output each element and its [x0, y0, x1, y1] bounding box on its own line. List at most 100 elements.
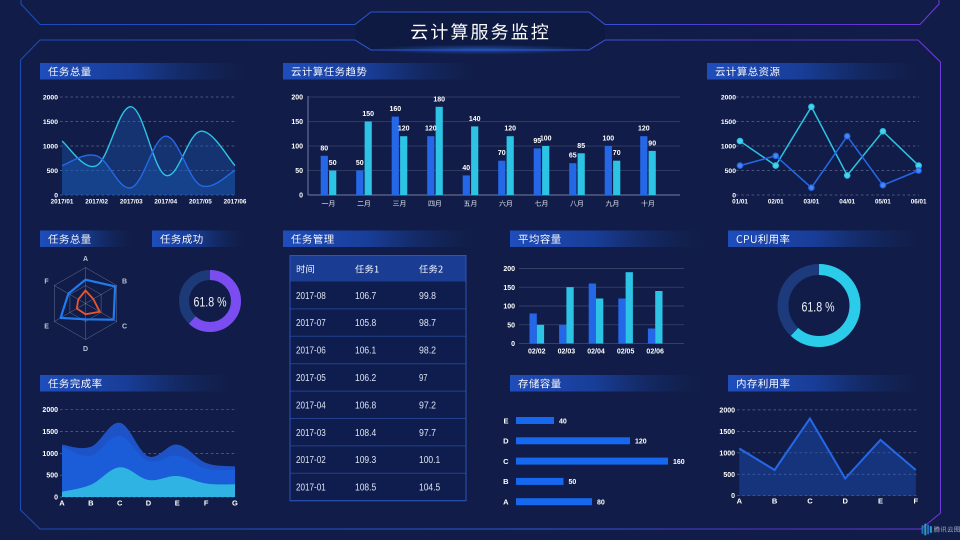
svg-text:A: A: [503, 498, 509, 507]
svg-text:1000: 1000: [43, 144, 58, 151]
svg-text:150: 150: [362, 111, 374, 118]
svg-text:97.7: 97.7: [419, 428, 436, 439]
svg-text:50: 50: [329, 160, 337, 167]
svg-text:E: E: [44, 324, 49, 331]
svg-text:70: 70: [613, 150, 621, 157]
svg-text:1000: 1000: [721, 144, 736, 151]
svg-text:04/01: 04/01: [839, 199, 855, 206]
svg-text:50: 50: [356, 160, 364, 167]
svg-text:A: A: [737, 497, 743, 506]
svg-text:200: 200: [291, 95, 303, 102]
svg-text:F: F: [44, 279, 49, 286]
svg-text:1500: 1500: [721, 119, 736, 126]
svg-text:2017-07: 2017-07: [296, 318, 326, 329]
svg-text:1000: 1000: [42, 451, 58, 458]
svg-text:100: 100: [291, 144, 303, 151]
svg-text:95: 95: [533, 138, 541, 145]
svg-text:2000: 2000: [721, 95, 736, 102]
svg-text:120: 120: [635, 439, 647, 446]
svg-text:D: D: [146, 499, 152, 508]
svg-text:106.8: 106.8: [355, 400, 377, 411]
svg-text:100: 100: [503, 304, 515, 311]
svg-text:03/01: 03/01: [804, 199, 820, 206]
svg-text:A: A: [59, 499, 65, 508]
svg-text:B: B: [503, 477, 509, 486]
svg-text:180: 180: [433, 96, 445, 103]
svg-text:0: 0: [732, 193, 736, 200]
svg-text:1500: 1500: [43, 119, 58, 126]
svg-text:50: 50: [569, 479, 577, 486]
svg-text:2017-05: 2017-05: [296, 373, 326, 384]
svg-text:G: G: [232, 499, 238, 508]
svg-text:2017-01: 2017-01: [296, 483, 326, 494]
svg-text:1500: 1500: [719, 429, 735, 436]
svg-text:105.8: 105.8: [355, 318, 377, 329]
svg-text:500: 500: [723, 472, 735, 479]
svg-text:C: C: [122, 324, 127, 331]
svg-text:F: F: [914, 497, 919, 506]
svg-text:98.2: 98.2: [419, 346, 436, 357]
svg-text:D: D: [842, 497, 848, 506]
svg-text:F: F: [204, 499, 209, 508]
svg-text:150: 150: [291, 119, 303, 126]
svg-text:100: 100: [540, 136, 552, 143]
svg-text:120: 120: [425, 126, 437, 133]
svg-text:2017-04: 2017-04: [296, 400, 326, 411]
svg-text:E: E: [175, 499, 180, 508]
svg-text:80: 80: [320, 145, 328, 152]
svg-text:2017/06: 2017/06: [224, 199, 247, 206]
svg-text:2000: 2000: [43, 95, 58, 102]
svg-text:0: 0: [54, 193, 58, 200]
svg-text:A: A: [83, 256, 88, 263]
svg-text:2017-06: 2017-06: [296, 346, 326, 357]
svg-text:05/01: 05/01: [875, 199, 891, 206]
svg-text:C: C: [117, 499, 123, 508]
svg-text:160: 160: [389, 106, 401, 113]
svg-text:50: 50: [507, 322, 515, 329]
svg-text:120: 120: [398, 126, 410, 133]
svg-text:2017-08: 2017-08: [296, 291, 326, 302]
svg-text:150: 150: [503, 285, 515, 292]
svg-text:104.5: 104.5: [419, 483, 441, 494]
svg-text:140: 140: [469, 116, 481, 123]
svg-text:2017/04: 2017/04: [154, 199, 177, 206]
svg-text:40: 40: [462, 165, 470, 172]
svg-text:50: 50: [295, 168, 303, 175]
svg-text:120: 120: [638, 126, 650, 133]
svg-text:109.3: 109.3: [355, 455, 377, 466]
svg-text:61.8 %: 61.8 %: [194, 295, 227, 310]
svg-text:02/02: 02/02: [528, 349, 546, 356]
svg-text:2017/03: 2017/03: [120, 199, 143, 206]
svg-text:2017-02: 2017-02: [296, 455, 326, 466]
svg-text:106.2: 106.2: [355, 373, 377, 384]
svg-text:C: C: [503, 457, 509, 466]
svg-text:D: D: [503, 437, 509, 446]
svg-text:98.7: 98.7: [419, 318, 436, 329]
svg-text:120: 120: [504, 126, 516, 133]
svg-text:108.4: 108.4: [355, 428, 377, 439]
svg-text:40: 40: [559, 418, 567, 425]
svg-text:02/01: 02/01: [768, 199, 784, 206]
svg-text:500: 500: [46, 473, 58, 480]
svg-text:106.7: 106.7: [355, 291, 377, 302]
svg-text:0: 0: [299, 193, 303, 200]
svg-text:B: B: [88, 499, 94, 508]
svg-text:02/04: 02/04: [587, 349, 605, 356]
svg-text:160: 160: [673, 459, 685, 466]
svg-text:2017/01: 2017/01: [51, 199, 74, 206]
svg-text:90: 90: [648, 140, 656, 147]
svg-text:0: 0: [54, 495, 58, 502]
svg-text:B: B: [772, 497, 778, 506]
svg-text:B: B: [122, 279, 127, 286]
svg-text:2017-03: 2017-03: [296, 428, 326, 439]
svg-text:65: 65: [569, 153, 577, 160]
svg-text:500: 500: [47, 168, 59, 175]
svg-text:D: D: [83, 346, 88, 353]
svg-text:0: 0: [511, 341, 515, 348]
svg-text:106.1: 106.1: [355, 346, 377, 357]
svg-text:02/03: 02/03: [558, 349, 576, 356]
svg-text:2000: 2000: [42, 407, 58, 414]
svg-text:1000: 1000: [719, 450, 735, 457]
svg-text:80: 80: [597, 500, 605, 507]
svg-text:97: 97: [419, 373, 428, 384]
